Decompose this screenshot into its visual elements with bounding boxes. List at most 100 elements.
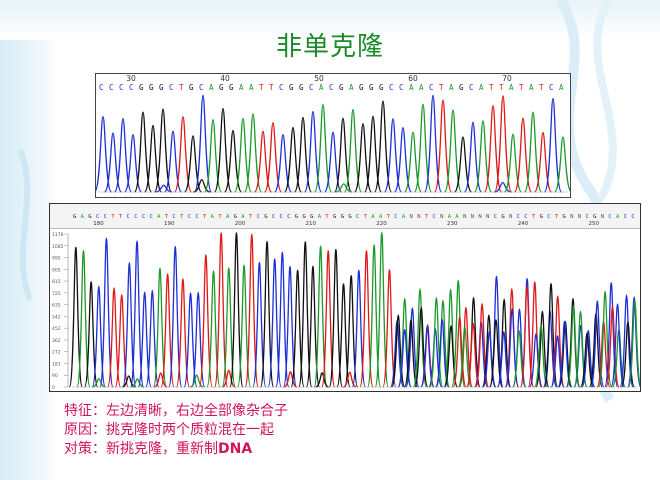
trace-peak — [597, 290, 613, 388]
trace-peak — [557, 320, 572, 388]
base-call-letter: G — [379, 83, 384, 92]
trace-peak — [153, 108, 173, 193]
base-call-letter: G — [563, 214, 566, 220]
trace-peak — [122, 262, 137, 388]
trace-peak — [403, 319, 419, 388]
base-call-letter: G — [88, 214, 91, 220]
base-call-letter: G — [189, 83, 194, 92]
base-call-letter: T — [203, 214, 207, 220]
trace-peak — [488, 319, 504, 388]
trace-peak — [203, 118, 223, 193]
base-call-letter: G — [459, 83, 464, 92]
base-call-letter: N — [410, 214, 413, 220]
y-tick-label: 452 — [52, 326, 61, 332]
trace-peak — [213, 107, 233, 193]
trace-peak — [493, 95, 513, 193]
trace-peak — [267, 258, 282, 388]
trace-peak — [283, 371, 298, 388]
trace-peak — [359, 250, 374, 388]
base-call-letter: C — [524, 214, 527, 220]
caption-solution-text: 对策：新挑克隆，重新制 — [64, 441, 218, 457]
base-call-letter: T — [111, 214, 115, 220]
chromatogram-top: 30 40 50 60 70C C C C G G G C T G C A G G A A T T C G G C A C G A G G G C… — [96, 74, 570, 193]
base-call-letter: A — [449, 83, 454, 92]
position-number: 40 — [220, 74, 230, 83]
base-call-letter: C — [547, 214, 550, 220]
y-tick-label: 362 — [52, 338, 61, 344]
background-top-band — [0, 0, 660, 40]
base-call-letter: T — [249, 214, 253, 220]
base-call-letter: N — [471, 214, 474, 220]
trace-peak — [351, 269, 366, 388]
base-call-letter: N — [509, 214, 512, 220]
base-call-letter: T — [165, 214, 169, 220]
caption-feature: 特征：左边清晰，右边全部像杂合子 — [64, 403, 288, 419]
trace-peak — [321, 250, 336, 388]
trace-peak — [457, 326, 472, 388]
base-call-letter: A — [226, 214, 230, 220]
base-call-letter: T — [387, 214, 391, 220]
trace-peak — [137, 291, 152, 388]
base-call-letter: A — [241, 214, 245, 220]
trace-peak — [627, 299, 640, 388]
position-number: 50 — [314, 74, 324, 83]
chromatogram-bottom: 1176 1085 995 905 815 725 635 542 452 362 272 181 90… — [52, 214, 640, 391]
position-number: 70 — [502, 74, 512, 83]
chromatogram-bottom-panel: 1176 1085 995 905 815 725 635 542 452 362 272 181 90… — [49, 203, 641, 392]
chromatogram-bottom-ruler — [50, 204, 640, 229]
trace-peak — [99, 237, 114, 388]
base-call-letter: C — [96, 214, 99, 220]
base-call-letter: G — [348, 214, 351, 220]
position-number: 240 — [518, 221, 529, 227]
base-call-letter: G — [73, 214, 76, 220]
base-call-letter: C — [631, 214, 634, 220]
base-call-letter: A — [529, 83, 534, 92]
base-call-letter: C — [272, 214, 275, 220]
base-call-letter: C — [517, 214, 520, 220]
base-call-letter: A — [402, 214, 406, 220]
y-tick-label: 272 — [52, 350, 61, 356]
base-call-letter: C — [109, 83, 114, 92]
base-call-letter: C — [195, 214, 198, 220]
trace-peak — [175, 278, 191, 388]
base-call-letter: A — [249, 83, 254, 92]
base-call-letter: G — [234, 214, 237, 220]
base-call-letter: C — [188, 214, 191, 220]
trace-peak — [133, 111, 153, 193]
trace-peak — [494, 181, 512, 193]
trace-peak — [273, 133, 293, 193]
trace-peak — [423, 94, 443, 193]
base-call-letter: T — [179, 83, 184, 92]
base-call-letter: T — [425, 214, 429, 220]
trace-peak — [473, 120, 493, 193]
trace-peak — [92, 378, 106, 388]
caption-cause: 原因：挑克隆时两个质粒混在一起 — [64, 422, 274, 438]
trace-peak — [298, 241, 313, 388]
base-call-letter: C — [549, 83, 554, 92]
base-call-letter: A — [479, 83, 484, 92]
trace-peak — [363, 115, 383, 193]
base-call-letter: C — [429, 83, 434, 92]
base-call-letter: G — [359, 83, 364, 92]
base-call-letter: A — [239, 83, 244, 92]
chromatogram-top-panel: 30 40 50 60 70 C C C C G G G C T G C A G G A A T T C G G C A C G A G G G C… — [95, 73, 571, 198]
base-call-letter: C — [432, 214, 435, 220]
position-number: 30 — [126, 74, 136, 83]
trace-peak — [382, 269, 397, 388]
base-call-letter: C — [389, 83, 394, 92]
base-call-letter: G — [289, 83, 294, 92]
position-number: 200 — [235, 221, 246, 227]
base-call-letter: C — [585, 214, 588, 220]
base-call-letter: C — [280, 214, 283, 220]
base-call-letter: A — [81, 214, 85, 220]
base-call-letter: C — [399, 83, 404, 92]
trace-peak — [76, 249, 91, 388]
base-call-letter: A — [559, 83, 564, 92]
trace-peak — [482, 330, 497, 388]
base-call-letter: A — [509, 83, 514, 92]
base-call-letter: C — [624, 214, 627, 220]
trace-peak — [113, 117, 133, 193]
base-call-letter: G — [159, 83, 164, 92]
trace-peak — [335, 183, 353, 193]
trace-peak — [344, 274, 359, 388]
